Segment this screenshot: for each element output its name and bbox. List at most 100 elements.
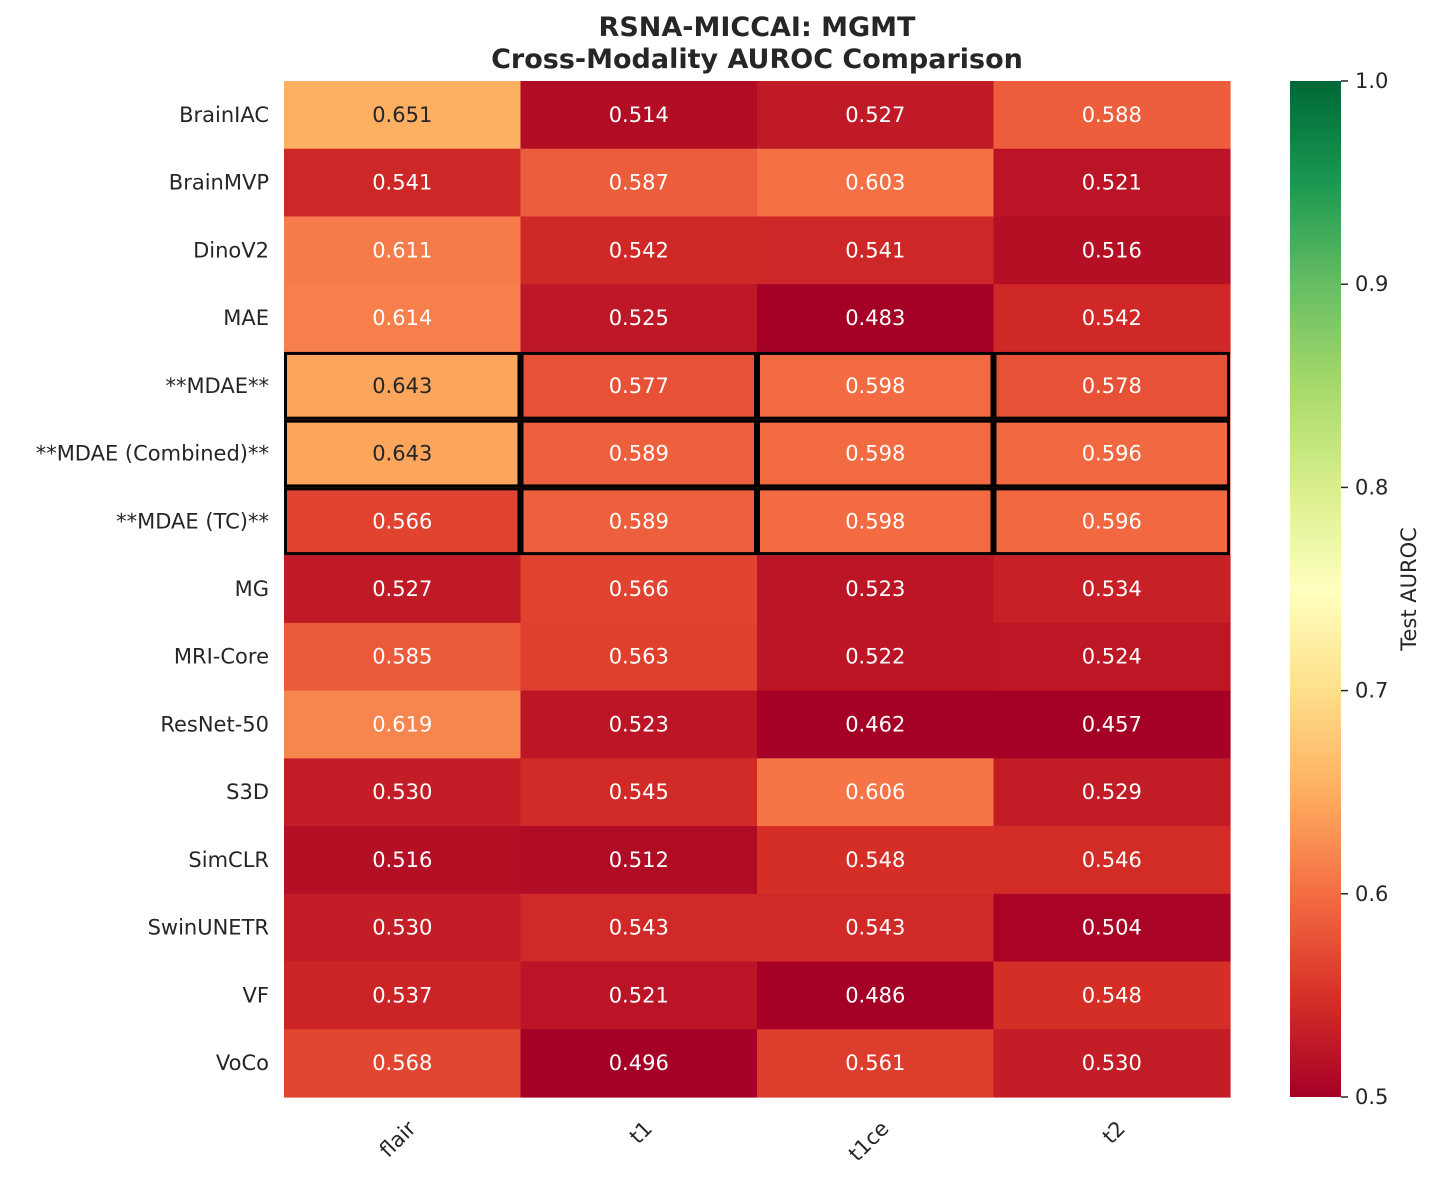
cell-value-label: 0.589 [609, 509, 669, 533]
row-label: S3D [226, 780, 269, 804]
heatmap-cell [520, 487, 758, 556]
heatmap-cell [520, 351, 758, 421]
cell-value-label: 0.504 [1082, 916, 1142, 940]
heatmap-cell [757, 81, 995, 150]
cell-value-label: 0.578 [1082, 374, 1142, 398]
heatmap-cell [993, 893, 1231, 963]
heatmap-cell [757, 419, 995, 488]
column-labels: flair t1 t1ce t2 [375, 1116, 1130, 1166]
heatmap-cell [284, 758, 522, 827]
heatmap-cell [520, 893, 758, 963]
heatmap-cell [757, 284, 995, 353]
highlight-border [993, 419, 1230, 488]
heatmap-cell [520, 758, 758, 827]
cell-value-label: 0.523 [845, 577, 905, 601]
cell-value-label: 0.548 [1082, 983, 1142, 1007]
heatmap-cells: 0.651 0.514 0.527 0.588 0.541 0.587 0.603 0.521… [284, 81, 1231, 1098]
cell-value-label: 0.606 [845, 780, 905, 804]
cell-value-label: 0.527 [845, 103, 905, 127]
cell-value-label: 0.619 [372, 712, 432, 736]
heatmap-cell [993, 284, 1231, 353]
heatmap-cell [284, 148, 522, 218]
heatmap-cell [757, 826, 995, 895]
cell-value-label: 0.496 [609, 1051, 669, 1075]
chart-title-line2: Cross-Modality AUROC Comparison [491, 44, 1023, 75]
cell-value-label: 0.566 [372, 509, 432, 533]
highlight-border [520, 351, 757, 420]
highlight-border [757, 419, 994, 488]
row-label: **MDAE (Combined)** [36, 442, 269, 466]
cell-value-label: 0.521 [609, 983, 669, 1007]
cell-value-label: 0.566 [609, 577, 669, 601]
heatmap-cell [757, 487, 995, 556]
row-label: DinoV2 [193, 238, 269, 262]
cell-value-label: 0.643 [372, 374, 432, 398]
chart-title-line1: RSNA-MICCAI: MGMT [599, 12, 917, 43]
cell-value-label: 0.577 [609, 374, 669, 398]
heatmap-cell [757, 893, 995, 963]
colorbar-gradient [1290, 81, 1341, 1097]
heatmap-cell [520, 690, 758, 759]
cell-value-label: 0.457 [1082, 712, 1142, 736]
colorbar-tick-label: 0.7 [1355, 679, 1388, 703]
heatmap-cell [520, 81, 758, 150]
heatmap-cell [284, 284, 522, 353]
cell-value-label: 0.527 [372, 577, 432, 601]
heatmap-cell [284, 216, 522, 285]
heatmap-cell [520, 419, 758, 488]
cell-value-label: 0.543 [845, 916, 905, 940]
highlight-border [520, 487, 757, 556]
cell-value-label: 0.568 [372, 1051, 432, 1075]
column-label: t2 [1098, 1116, 1130, 1148]
heatmap-cell [284, 622, 522, 692]
heatmap-cell [520, 1029, 758, 1098]
row-label: **MDAE (TC)** [116, 509, 269, 533]
row-label: SimCLR [188, 848, 269, 872]
highlight-border [757, 351, 994, 420]
cell-value-label: 0.541 [372, 171, 432, 195]
cell-value-label: 0.611 [372, 238, 432, 262]
cell-value-label: 0.542 [609, 238, 669, 262]
column-label: t1ce [844, 1116, 894, 1166]
heatmap-cell [993, 81, 1231, 150]
colorbar-tick-label: 1.0 [1355, 69, 1388, 93]
cell-value-label: 0.522 [845, 645, 905, 669]
heatmap-cell [993, 690, 1231, 759]
heatmap-cell [993, 961, 1231, 1030]
heatmap-cell [993, 419, 1231, 488]
cell-value-label: 0.541 [845, 238, 905, 262]
colorbar-label: Test AUROC [1397, 527, 1421, 652]
cell-value-label: 0.598 [845, 374, 905, 398]
row-label: VoCo [216, 1051, 269, 1075]
row-label: MAE [223, 306, 269, 330]
heatmap-cell [757, 961, 995, 1030]
heatmap-cell [993, 216, 1231, 285]
cell-value-label: 0.643 [372, 442, 432, 466]
heatmap-cell [520, 216, 758, 285]
cell-value-label: 0.530 [372, 780, 432, 804]
heatmap-cell [284, 81, 522, 150]
heatmap-cell [757, 1029, 995, 1098]
column-label: t1 [625, 1116, 657, 1148]
heatmap-cell [757, 622, 995, 692]
cell-value-label: 0.545 [609, 780, 669, 804]
heatmap-cell [520, 961, 758, 1030]
heatmap-cell [993, 622, 1231, 692]
cell-value-label: 0.563 [609, 645, 669, 669]
cell-value-label: 0.530 [372, 916, 432, 940]
cell-value-label: 0.524 [1082, 645, 1142, 669]
row-label: BrainMVP [169, 171, 269, 195]
cell-value-label: 0.548 [845, 848, 905, 872]
heatmap-cell [993, 1029, 1231, 1098]
heatmap-cell [284, 1029, 522, 1098]
cell-value-label: 0.523 [609, 712, 669, 736]
cell-value-label: 0.543 [609, 916, 669, 940]
cell-value-label: 0.462 [845, 712, 905, 736]
cell-value-label: 0.537 [372, 983, 432, 1007]
heatmap-cell [757, 216, 995, 285]
heatmap-cell [993, 555, 1231, 624]
heatmap-cell [284, 555, 522, 624]
cell-value-label: 0.596 [1082, 509, 1142, 533]
